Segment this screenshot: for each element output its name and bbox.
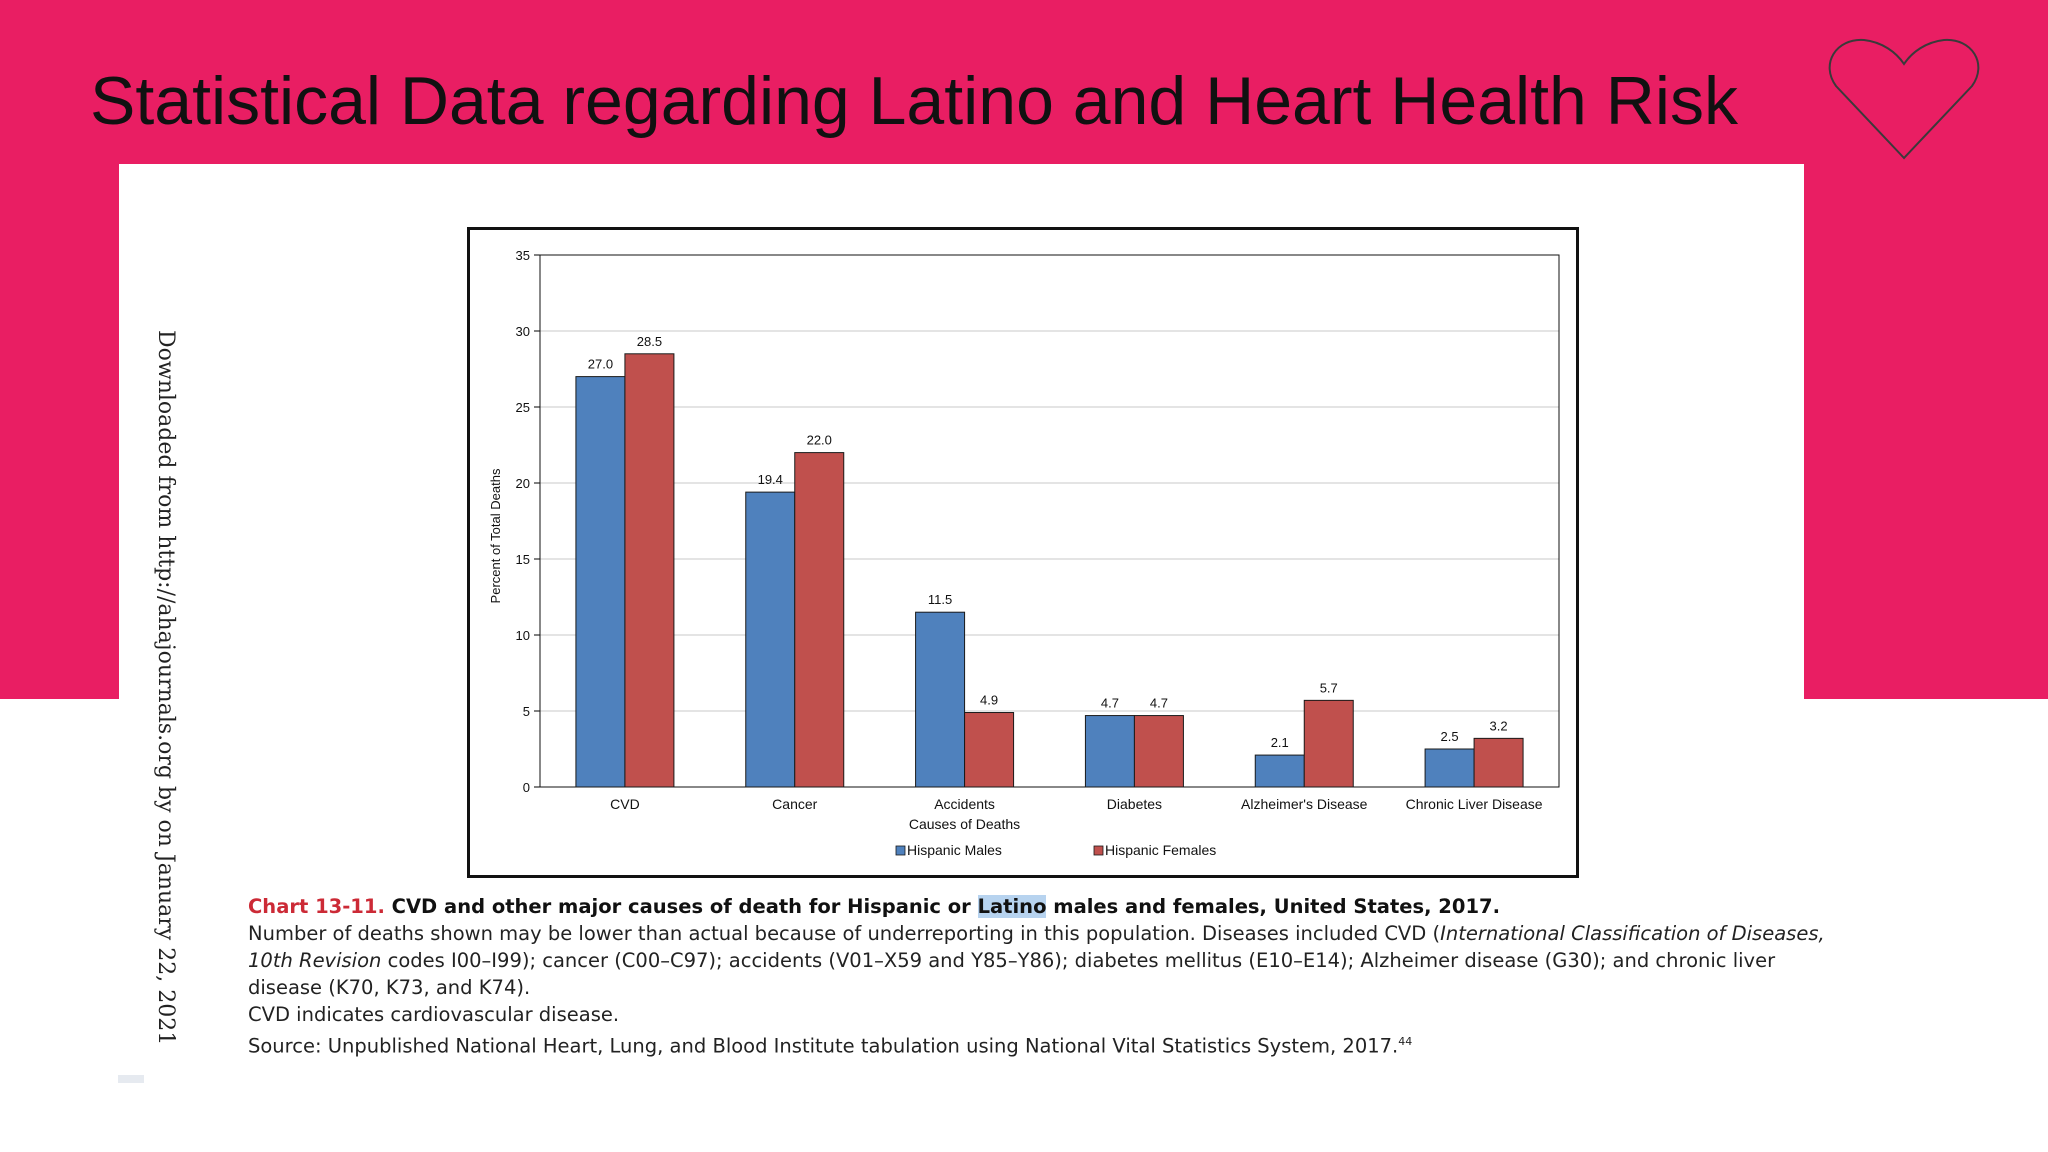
caption-line1-italic: International Classification of Diseases…	[1440, 922, 1825, 945]
y-tick-label: 10	[516, 628, 530, 643]
bar	[1303, 699, 1354, 788]
plot-area	[539, 254, 1560, 788]
caption-title-after: males and females, United States, 2017.	[1053, 895, 1500, 918]
caption-line2-italic: 10th Revision	[248, 949, 382, 972]
data-label: 5.7	[1320, 680, 1338, 695]
legend-label: Hispanic Females	[1105, 842, 1216, 858]
data-label: 28.5	[637, 334, 662, 349]
bar	[1424, 748, 1475, 788]
x-tick-label: Accidents	[934, 796, 995, 812]
slide-title: Statistical Data regarding Latino and He…	[90, 63, 1738, 139]
bar-chart: 0 5 10 15 20 25 30 35 27.0 28.5 CVD 19.4 22.0 Cancer 1…	[488, 248, 1560, 858]
x-axis-title: Causes of Deaths	[909, 816, 1020, 832]
bar	[624, 353, 675, 788]
legend-swatch	[1093, 845, 1104, 856]
y-tick-label: 35	[516, 248, 530, 263]
caption-title: Chart 13-11. CVD and other major causes …	[248, 893, 1788, 920]
bar	[575, 376, 626, 788]
bar	[964, 712, 1015, 788]
caption-line-5: Source: Unpublished National Heart, Lung…	[248, 1028, 1788, 1060]
data-label: 4.7	[1101, 696, 1119, 711]
y-tick-label: 5	[523, 704, 530, 719]
caption-line-1: Number of deaths shown may be lower than…	[248, 920, 1825, 947]
data-label: 11.5	[928, 592, 952, 607]
legend-label: Hispanic Males	[907, 842, 1002, 858]
data-label: 4.7	[1150, 696, 1168, 711]
caption-line2-text: codes I00–I99); cancer (C00–C97); accide…	[387, 949, 1776, 972]
bar	[745, 491, 796, 788]
data-label: 19.4	[758, 472, 783, 487]
data-label: 2.5	[1441, 729, 1459, 744]
x-tick-label: Alzheimer's Disease	[1241, 796, 1368, 812]
bar	[1133, 715, 1184, 788]
y-tick-label: 0	[523, 780, 530, 795]
x-tick-label: Diabetes	[1107, 796, 1162, 812]
y-tick-label: 20	[516, 476, 530, 491]
y-tick-label: 30	[516, 324, 530, 339]
corner-mark	[118, 1075, 144, 1083]
y-tick-label: 15	[516, 552, 530, 567]
caption-source-ref: 44	[1398, 1035, 1413, 1048]
bar	[1254, 754, 1305, 788]
caption-line1-text: Number of deaths shown may be lower than…	[248, 922, 1441, 945]
caption-line-4: CVD indicates cardiovascular disease.	[248, 1003, 620, 1026]
chart-frame: 0 5 10 15 20 25 30 35 27.0 28.5 CVD 19.4 22.0 Cancer 1…	[467, 227, 1579, 878]
legend-swatch	[895, 845, 906, 856]
y-tick-label: 25	[516, 400, 530, 415]
data-label: 22.0	[807, 433, 832, 448]
data-label: 3.2	[1490, 718, 1508, 733]
bar	[794, 452, 845, 788]
x-tick-label: Cancer	[772, 796, 817, 812]
caption-line-2: 10th Revision codes I00–I99); cancer (C0…	[248, 947, 1788, 974]
data-label: 2.1	[1271, 735, 1289, 750]
caption-title-highlight: Latino	[977, 895, 1047, 918]
heart-outline-icon	[1828, 38, 1980, 160]
y-axis-title: Percent of Total Deaths	[488, 468, 503, 603]
caption-title-before: CVD and other major causes of death for …	[391, 895, 971, 918]
caption-source-text: Source: Unpublished National Heart, Lung…	[248, 1034, 1399, 1058]
data-label: 27.0	[588, 357, 613, 372]
x-tick-label: CVD	[610, 796, 640, 812]
bar	[1084, 715, 1135, 788]
data-label: 4.9	[980, 693, 998, 708]
download-note: Downloaded from http://ahajournals.org b…	[140, 330, 200, 1045]
bar	[915, 611, 966, 788]
x-tick-label: Chronic Liver Disease	[1406, 796, 1543, 812]
caption-line-3: disease (K70, K73, and K74).	[248, 976, 531, 999]
download-note-text: Downloaded from http://ahajournals.org b…	[153, 330, 178, 1046]
caption-label: Chart 13-11.	[248, 895, 385, 918]
bar	[1473, 737, 1524, 788]
chart-caption: Chart 13-11. CVD and other major causes …	[248, 893, 1825, 1060]
